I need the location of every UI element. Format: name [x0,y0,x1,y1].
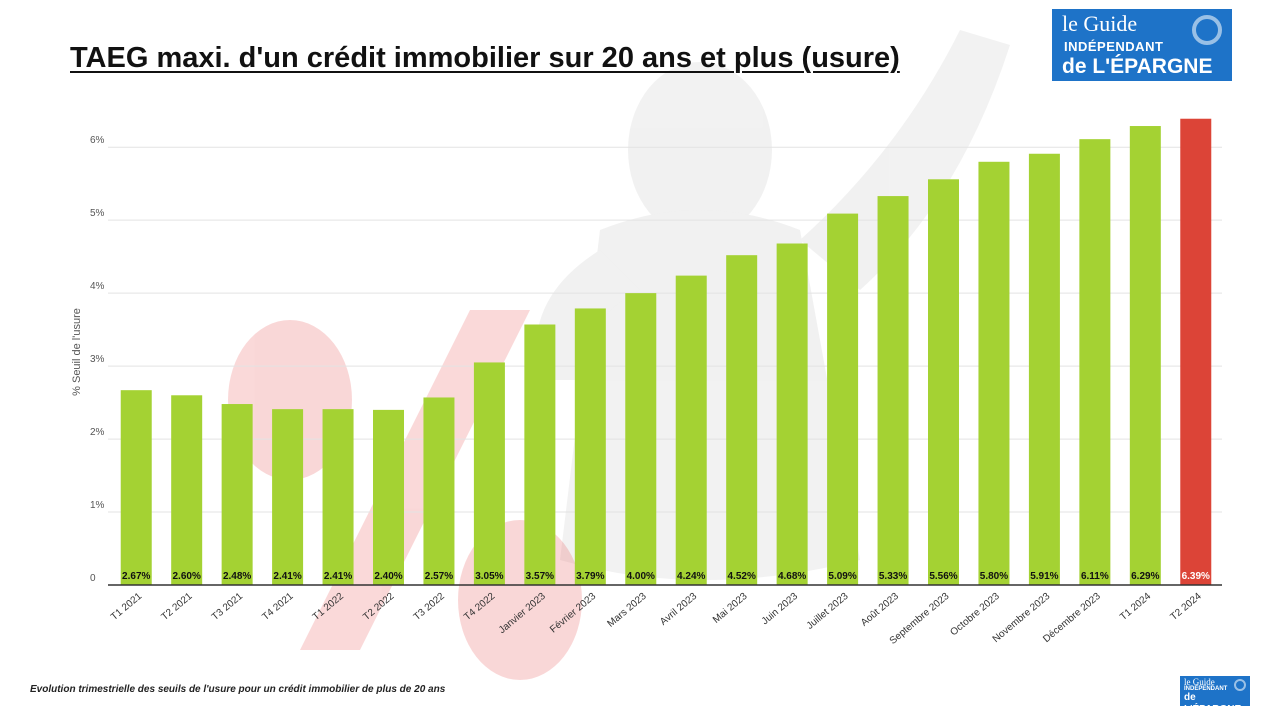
x-tick-label: T3 2022 [412,591,448,623]
x-tick-label: Juin 2023 [760,591,801,628]
y-tick-label: 6% [90,135,105,146]
logo-line1: le Guide [1184,677,1215,687]
x-tick-label: T4 2021 [260,591,296,623]
y-tick-label: 5% [90,208,105,219]
x-tick-label: Mars 2023 [605,591,649,630]
x-tick-label: T4 2022 [462,591,498,623]
chart-title: TAEG maxi. d'un crédit immobilier sur 20… [70,42,900,74]
bar [1180,118,1212,586]
logo-line1: le Guide [1062,11,1138,36]
bar [625,293,657,585]
data-label: 6.11% [1081,571,1109,582]
bar [171,395,203,585]
brand-logo: le Guide INDÉPENDANT de L'ÉPARGNE [1052,9,1232,81]
data-label: 2.57% [425,571,453,582]
x-tick-label: Mai 2023 [711,591,750,626]
data-label: 2.60% [173,571,201,582]
bar [574,308,606,585]
data-label: 4.00% [627,571,655,582]
x-tick-label: T1 2024 [1118,591,1154,623]
bar [1129,126,1161,586]
bar [928,179,959,585]
data-label: 5.80% [980,571,1008,582]
x-tick-label: T1 2022 [311,591,347,623]
data-label: 2.41% [273,571,301,582]
bar [221,404,253,585]
y-tick-label: 3% [90,354,105,365]
data-label: 4.52% [728,571,756,582]
bar [423,397,455,585]
logo-line2: INDÉPENDANT [1184,686,1228,692]
bar [776,243,808,585]
bar [524,324,556,585]
logo-line3: de L'ÉPARGNE [1184,692,1241,706]
y-tick-label: 0 [90,573,96,584]
bar [827,213,859,586]
data-label: 2.48% [223,571,251,582]
x-tick-label: T2 2022 [361,591,397,623]
bar [726,255,758,585]
data-label: 2.41% [324,571,352,582]
data-label: 5.33% [879,571,907,582]
data-label: 5.91% [1030,571,1058,582]
brand-logo-small: le Guide INDÉPENDANT de L'ÉPARGNE [1180,676,1250,706]
data-label: 6.29% [1131,571,1159,582]
x-tick-label: Février 2023 [548,591,598,636]
bar [978,161,1010,585]
logo-line2: INDÉPENDANT [1064,39,1164,54]
y-axis-label: % Seuil de l'usure [71,308,83,396]
bar [120,390,152,585]
x-tick-label: T2 2024 [1169,591,1205,623]
logo-ring-icon [1192,15,1222,45]
data-label: 2.67% [122,571,150,582]
logo-line3: de L'ÉPARGNE [1062,55,1213,78]
x-tick-label: Juillet 2023 [805,591,851,632]
bar [272,409,304,585]
x-tick-label: Avril 2023 [658,591,699,628]
bar [675,275,707,585]
y-tick-label: 1% [90,500,105,511]
logo-ring-icon [1234,679,1246,691]
bar [373,409,404,585]
bar [877,196,909,585]
data-label: 3.57% [526,571,554,582]
data-label: 4.68% [778,571,806,582]
x-tick-label: T3 2021 [210,591,246,623]
x-tick-label: Janvier 2023 [497,591,548,637]
y-tick-label: 4% [90,281,105,292]
data-label: 4.24% [677,571,705,582]
bar [322,409,354,585]
data-label: 5.56% [929,571,957,582]
y-tick-label: 2% [90,427,105,438]
data-label: 6.39% [1182,571,1210,582]
bar [1079,139,1111,585]
data-label: 2.40% [374,571,402,582]
data-label: 3.79% [576,571,604,582]
bar-chart: 0 1% 2% 3% 4% 5% 6% % Seuil de l'usure 2.67% T1 2… [71,118,1222,647]
x-tick-label: T1 2021 [109,591,145,623]
data-label: 5.09% [828,571,856,582]
x-tick-label: Octobre 2023 [948,591,1002,639]
x-tick-label: Août 2023 [859,591,901,629]
x-tick-label: T2 2021 [159,591,195,623]
bar [473,362,505,585]
chart-caption: Evolution trimestrielle des seuils de l'… [30,684,446,695]
bar [1028,153,1060,585]
data-label: 3.05% [475,571,503,582]
